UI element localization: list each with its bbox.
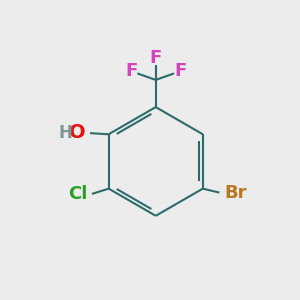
Text: F: F: [150, 50, 162, 68]
Text: Cl: Cl: [68, 185, 87, 203]
Text: H: H: [58, 124, 72, 142]
Text: O: O: [69, 123, 85, 142]
Text: F: F: [174, 62, 186, 80]
Text: F: F: [125, 62, 137, 80]
Text: Br: Br: [224, 184, 247, 202]
